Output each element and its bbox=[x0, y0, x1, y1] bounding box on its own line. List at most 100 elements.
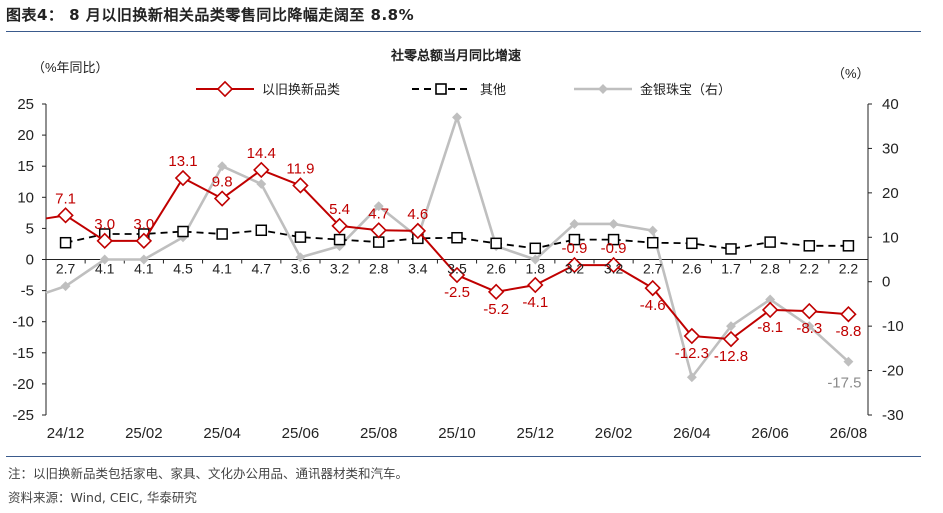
x-tick-label: 26/06 bbox=[751, 425, 789, 442]
series-gold-jewelry bbox=[45, 112, 854, 383]
legend-label-trade-in: 以旧换新品类 bbox=[262, 82, 340, 97]
x-tick-label: 26/08 bbox=[830, 425, 868, 442]
point-other bbox=[333, 233, 346, 246]
x-tick-label: 24/12 bbox=[47, 425, 85, 442]
y-right-tick-label: -10 bbox=[882, 318, 904, 335]
y-right-tick-label: 0 bbox=[882, 274, 890, 291]
x-tick-label: 25/02 bbox=[125, 425, 163, 442]
point-trade-in bbox=[448, 266, 466, 284]
y-left-tick-label: -5 bbox=[21, 283, 34, 300]
point-gold-jewelry bbox=[804, 321, 815, 332]
point-other bbox=[607, 233, 620, 246]
legend-label-gold-jewelry: 金银珠宝（右） bbox=[640, 82, 731, 97]
point-gold-jewelry bbox=[647, 225, 658, 236]
series-line-trade-in bbox=[45, 168, 849, 341]
legend: 以旧换新品类 其他 金银珠宝（右） bbox=[196, 80, 731, 98]
data-label-trade-in: -5.2 bbox=[483, 301, 509, 318]
data-label-trade-in: 7.1 bbox=[55, 190, 76, 207]
data-label-trade-in: 11.9 bbox=[286, 160, 314, 177]
data-label-other: 2.6 bbox=[682, 261, 702, 277]
axes: 25 20 15 10 5 0 -5 -10 -15 -20 -25 40 30 20 10 0 -10 -20 -… bbox=[12, 96, 903, 442]
point-other bbox=[803, 240, 816, 252]
x-tick-label: 25/06 bbox=[282, 425, 320, 442]
y-left-tick-label: -20 bbox=[12, 376, 34, 393]
point-other bbox=[294, 231, 307, 243]
data-label-other: 4.1 bbox=[212, 261, 232, 277]
point-gold-jewelry bbox=[138, 254, 149, 265]
y-left-tick-label: -25 bbox=[12, 407, 34, 424]
data-label-other: 3.4 bbox=[408, 261, 428, 277]
data-label-gold-jewelry: -17.5 bbox=[827, 375, 861, 392]
data-label-trade-in: -4.1 bbox=[522, 294, 548, 311]
point-trade-in bbox=[840, 306, 857, 323]
data-label-other: 1.8 bbox=[526, 261, 546, 277]
point-gold-jewelry bbox=[726, 321, 736, 332]
figure-title: 图表4： 8 月以旧换新相关品类零售同比降幅走阔至 8.8% bbox=[6, 6, 415, 24]
source-note: 资料来源：Wind, CEIC, 华泰研究 bbox=[8, 490, 197, 505]
data-labels: 7.1 3.0 3.0 13.1 9.8 14.4 11.9 5.4 4.7 4.6 -2.5 -5.… bbox=[55, 145, 861, 392]
y-left-tick-label: 20 bbox=[17, 127, 34, 144]
series-line-gold-jewelry bbox=[45, 116, 850, 379]
point-trade-in bbox=[370, 222, 387, 239]
point-trade-in bbox=[722, 330, 740, 348]
y-left-tick-label: 10 bbox=[17, 189, 34, 206]
point-other bbox=[568, 233, 581, 246]
data-label-trade-in: -0.9 bbox=[601, 240, 627, 257]
legend-item-other: 其他 bbox=[412, 82, 506, 97]
data-label-trade-in: -4.6 bbox=[640, 297, 666, 314]
x-tick-label: 25/12 bbox=[517, 425, 555, 442]
data-label-trade-in: 3.0 bbox=[133, 216, 154, 233]
data-label-trade-in: 13.1 bbox=[168, 153, 197, 170]
y-left-tick-label: -15 bbox=[12, 345, 34, 362]
point-other bbox=[490, 237, 502, 250]
data-label-trade-in: 9.8 bbox=[212, 174, 233, 191]
chart-title: 社零总额当月同比增速 bbox=[390, 48, 521, 63]
data-label-trade-in: -2.5 bbox=[444, 284, 470, 301]
point-trade-in bbox=[253, 161, 270, 179]
x-tick-label: 26/02 bbox=[595, 425, 633, 442]
data-label-other: 3.6 bbox=[291, 261, 311, 277]
legend-label-other: 其他 bbox=[480, 82, 506, 97]
point-trade-in bbox=[761, 301, 779, 319]
footnote: 注：以旧换新品类包括家电、家具、文化办公用品、通讯器材类和汽车。 bbox=[8, 466, 409, 481]
data-label-other: 1.7 bbox=[721, 261, 741, 277]
point-trade-in bbox=[135, 232, 153, 250]
legend-item-trade-in: 以旧换新品类 bbox=[196, 80, 340, 98]
data-label-trade-in: 5.4 bbox=[329, 201, 350, 218]
x-tick-label: 26/04 bbox=[673, 425, 711, 442]
point-gold-jewelry bbox=[373, 201, 384, 212]
point-trade-in bbox=[566, 256, 583, 274]
data-label-other: 2.7 bbox=[56, 261, 76, 277]
point-other bbox=[255, 224, 268, 237]
point-gold-jewelry bbox=[686, 372, 697, 383]
point-gold-jewelry bbox=[452, 112, 462, 123]
data-label-other: 4.1 bbox=[134, 261, 154, 277]
point-trade-in bbox=[644, 279, 661, 297]
data-label-other: 4.1 bbox=[95, 261, 115, 277]
point-gold-jewelry bbox=[608, 219, 619, 229]
data-label-other: 3.2 bbox=[604, 261, 624, 277]
point-other bbox=[725, 243, 737, 255]
point-trade-in bbox=[174, 169, 192, 187]
point-other bbox=[529, 242, 542, 255]
data-label-trade-in: 3.0 bbox=[94, 216, 115, 233]
y-left-label: （%年同比） bbox=[32, 60, 109, 75]
data-label-trade-in: -8.3 bbox=[796, 320, 822, 337]
point-trade-in bbox=[409, 222, 427, 240]
bottom-rule bbox=[6, 456, 921, 457]
data-label-trade-in: 4.6 bbox=[407, 206, 428, 223]
data-label-other: 2.8 bbox=[760, 261, 780, 277]
legend-item-gold-jewelry: 金银珠宝（右） bbox=[574, 82, 731, 97]
data-label-other: 3.2 bbox=[330, 261, 350, 277]
y-left-tick-label: -10 bbox=[12, 314, 34, 331]
data-label-trade-in: -8.8 bbox=[835, 323, 861, 340]
y-right-tick-label: 20 bbox=[882, 185, 899, 202]
point-other bbox=[451, 231, 463, 244]
data-label-other: 2.6 bbox=[486, 261, 506, 277]
point-trade-in bbox=[605, 256, 622, 274]
data-label-other: 3.5 bbox=[447, 261, 467, 277]
point-trade-in bbox=[487, 283, 505, 301]
point-gold-jewelry bbox=[217, 161, 228, 172]
data-label-trade-in: 14.4 bbox=[247, 145, 276, 162]
y-right-tick-label: 10 bbox=[882, 229, 899, 246]
